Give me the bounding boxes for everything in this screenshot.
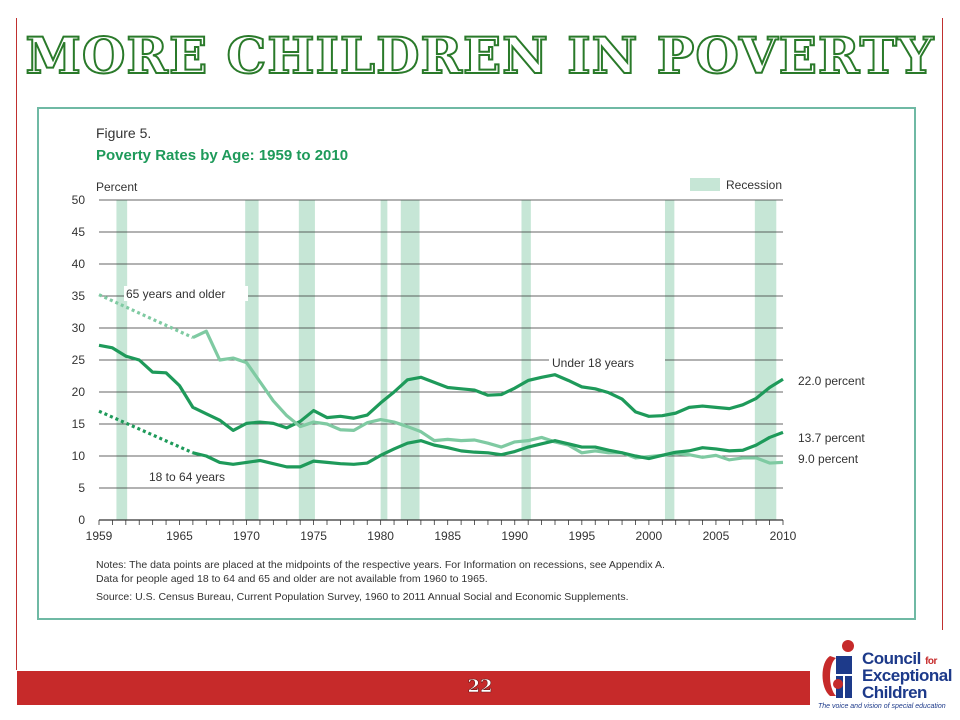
y-tick-label: 45 — [72, 225, 86, 239]
recession-legend-swatch — [690, 178, 720, 191]
x-tick-label: 2005 — [703, 529, 730, 543]
logo-line-2: Exceptional — [862, 666, 952, 685]
x-tick-label: 1965 — [166, 529, 193, 543]
logo-line-1: Council for — [862, 650, 937, 670]
poverty-rates-chart: 0 5 10 15 20 25 30 35 40 45 50 1959 1965 1970 1975 1980… — [72, 125, 866, 603]
line-18-64 — [192, 430, 784, 469]
logo-council: Council — [862, 649, 921, 668]
chart-title: Poverty Rates by Age: 1959 to 2010 — [96, 147, 348, 164]
recession-legend-label: Recession — [726, 178, 782, 192]
series-label-18-64: 18 to 64 years — [149, 470, 225, 484]
label-bg — [147, 468, 243, 484]
y-tick-label: 30 — [72, 321, 86, 335]
end-label-under-18: 22.0 percent — [798, 374, 865, 388]
x-tick-label: 1990 — [501, 529, 528, 543]
label-bg — [549, 354, 665, 370]
series-label-under-18: Under 18 years — [552, 356, 634, 370]
cec-logo-icon — [822, 640, 854, 698]
figure-panel: 0 5 10 15 20 25 30 35 40 45 50 1959 1965 1970 1975 1980… — [37, 107, 916, 620]
x-tick-label: 1985 — [434, 529, 461, 543]
y-tick-label: 50 — [72, 193, 86, 207]
cec-logo — [810, 630, 960, 720]
slide-title: MORE CHILDREN IN POVERTY — [25, 25, 935, 86]
slide-frame-left — [16, 18, 17, 670]
logo-tagline: The voice and vision of special educatio… — [818, 703, 946, 710]
page-number: 22 — [467, 676, 493, 698]
y-tick-label: 40 — [72, 257, 86, 271]
x-tick-label: 2000 — [636, 529, 663, 543]
x-tick-label: 1959 — [86, 529, 113, 543]
y-tick-label: 25 — [72, 353, 86, 367]
footer-bar — [17, 671, 960, 705]
chart-note-line-1: Notes: The data points are placed at the… — [96, 559, 665, 571]
line-65-older — [192, 329, 784, 465]
line-65-older-estimate — [98, 293, 194, 340]
x-tick-label: 1975 — [300, 529, 327, 543]
chart-note-line-2: Data for people aged 18 to 64 and 65 and… — [96, 573, 488, 585]
y-tick-label: 20 — [72, 385, 86, 399]
y-tick-label: 5 — [78, 481, 85, 495]
x-tick-label: 1980 — [367, 529, 394, 543]
end-label-65-older: 9.0 percent — [798, 452, 859, 466]
slide-frame-right — [942, 18, 943, 633]
chart-source: Source: U.S. Census Bureau, Current Popu… — [96, 591, 629, 603]
series-label-65-older: 65 years and older — [126, 287, 225, 301]
line-18-64-estimate — [98, 409, 194, 455]
y-tick-label: 10 — [72, 449, 86, 463]
x-tick-label: 1970 — [233, 529, 260, 543]
line-under-18 — [98, 343, 784, 432]
y-axis-label: Percent — [96, 180, 138, 194]
y-tick-label: 0 — [78, 513, 85, 527]
label-bg — [124, 286, 248, 301]
figure-label: Figure 5. — [96, 125, 151, 141]
y-tick-label: 15 — [72, 417, 86, 431]
x-tick-label: 1995 — [568, 529, 595, 543]
logo-line-3: Children — [862, 683, 927, 702]
logo-for: for — [925, 656, 937, 667]
y-tick-label: 35 — [72, 289, 86, 303]
x-tick-label: 2010 — [770, 529, 797, 543]
end-label-18-64: 13.7 percent — [798, 431, 865, 445]
